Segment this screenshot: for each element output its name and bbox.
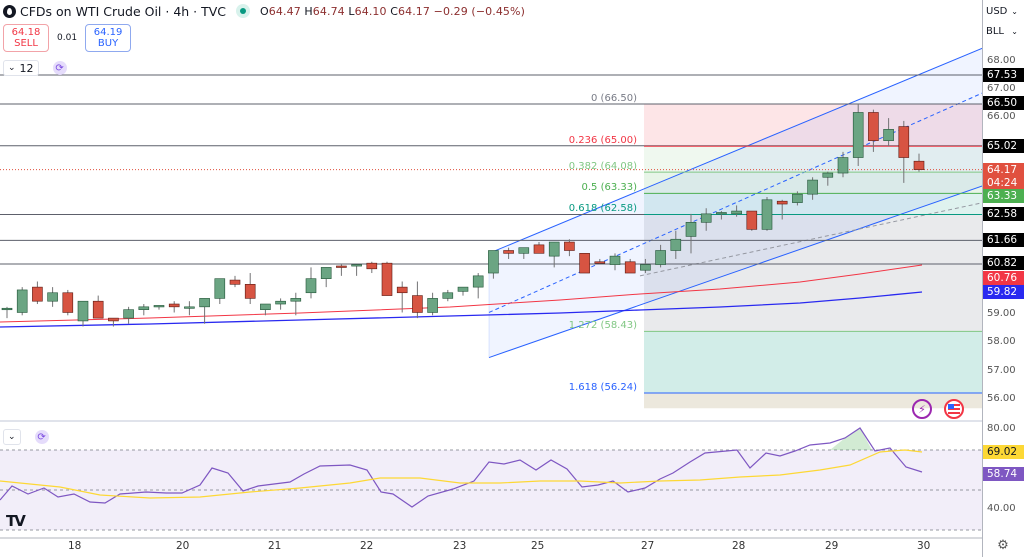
low-value: 64.10 — [354, 4, 387, 18]
price-label: 62.58 — [983, 207, 1024, 221]
date-tick: 20 — [176, 540, 190, 552]
unit-label: BLL — [986, 25, 1005, 37]
fib-level-label: 0.618 (62.58) — [568, 203, 637, 215]
buy-label: BUY — [97, 38, 119, 49]
price-label: 61.66 — [983, 233, 1024, 247]
oil-drop-icon — [3, 4, 16, 18]
symbol-header: CFDs on WTI Crude Oil · 4h · TVC O64.47 … — [0, 0, 525, 22]
change-value: −0.29 (−0.45%) — [433, 4, 525, 18]
fib-level-label: 1.272 (58.43) — [568, 320, 637, 332]
symbol-title[interactable]: CFDs on WTI Crude Oil · 4h · TVC — [20, 3, 227, 19]
lightning-icon[interactable]: ⚡ — [912, 399, 932, 419]
date-tick: 29 — [825, 540, 839, 552]
price-label: 64.17 — [983, 163, 1024, 177]
rsi-tick: 40.00 — [987, 503, 1016, 514]
us-flag-icon[interactable] — [944, 399, 964, 419]
price-tick: 66.00 — [987, 111, 1016, 123]
rsi-value-label: 58.74 — [983, 467, 1024, 481]
price-label: 67.53 — [983, 68, 1024, 82]
date-tick: 21 — [268, 540, 282, 552]
buy-price: 64.19 — [93, 27, 123, 38]
chevron-down-icon: ⌄ — [8, 63, 16, 73]
fib-level-label: 0 (66.50) — [591, 93, 637, 104]
sell-label: SELL — [14, 38, 38, 49]
price-axis-border — [982, 0, 983, 557]
close-value: 64.17 — [398, 4, 431, 18]
price-tick: 68.00 — [987, 54, 1016, 66]
high-value: 64.74 — [312, 4, 345, 18]
price-tick: 67.00 — [987, 82, 1016, 94]
ohlc-values: O64.47 H64.74 L64.10 C64.17 −0.29 (−0.45… — [260, 4, 525, 18]
price-label: 04:24 — [983, 176, 1024, 190]
fib-level-label: 0.5 (63.33) — [581, 182, 637, 194]
date-tick: 22 — [360, 540, 374, 552]
indicator-legend: ⌄ 12 ⟳ — [3, 60, 67, 76]
date-tick: 23 — [453, 540, 467, 552]
date-tick: 28 — [732, 540, 746, 552]
rsi-tick: 80.00 — [987, 423, 1016, 434]
sell-button[interactable]: 64.18 SELL — [3, 24, 49, 52]
date-tick: 30 — [917, 540, 931, 552]
rsi-pane — [0, 427, 983, 531]
rsi-legend: ⌄ ⟳ — [3, 429, 49, 445]
unit-select[interactable]: BLL ⌄ — [983, 22, 1021, 40]
sell-price: 64.18 — [11, 27, 41, 38]
chevron-down-icon: ⌄ — [1011, 6, 1018, 16]
price-tick: 59.00 — [987, 308, 1016, 320]
rsi-value-label: 69.02 — [983, 445, 1024, 459]
date-tick: 18 — [68, 540, 82, 552]
price-label: 60.76 — [983, 271, 1024, 285]
price-label: 66.50 — [983, 96, 1024, 110]
price-label: 65.02 — [983, 139, 1024, 153]
indicator-count: 12 — [19, 61, 34, 75]
rsi-legend-toggle[interactable]: ⌄ — [3, 429, 21, 445]
price-chart[interactable] — [0, 0, 983, 557]
fib-level-label: 0.382 (64.08) — [568, 161, 637, 173]
market-open-icon — [236, 4, 251, 18]
price-label: 60.82 — [983, 256, 1024, 270]
price-label: 59.82 — [983, 285, 1024, 299]
tradingview-logo[interactable]: TV — [6, 512, 26, 530]
price-tick: 57.00 — [987, 364, 1016, 376]
sync-icon[interactable]: ⟳ — [34, 430, 49, 444]
sync-icon[interactable]: ⟳ — [52, 61, 67, 75]
chevron-down-icon: ⌄ — [8, 432, 16, 442]
date-tick: 27 — [641, 540, 655, 552]
fib-level-label: 1.618 (56.24) — [568, 382, 637, 394]
moving-averages — [0, 264, 923, 328]
trade-panel: 64.18 SELL 0.01 64.19 BUY — [3, 24, 132, 52]
fib-zones — [644, 104, 983, 409]
buy-button[interactable]: 64.19 BUY — [85, 24, 132, 52]
spread-value: 0.01 — [57, 33, 78, 43]
settings-gear-icon[interactable]: ⚙ — [997, 538, 1009, 553]
chart-badges: ⚡ — [912, 399, 964, 419]
currency-select[interactable]: USD ⌄ — [983, 2, 1021, 20]
legend-toggle-button[interactable]: ⌄ 12 — [3, 60, 39, 76]
price-label: 63.33 — [983, 189, 1024, 203]
currency-label: USD — [986, 5, 1008, 17]
price-tick: 58.00 — [987, 336, 1016, 348]
chevron-down-icon: ⌄ — [1011, 26, 1018, 36]
candles — [1, 104, 925, 327]
price-tick: 56.00 — [987, 392, 1016, 404]
date-tick: 25 — [531, 540, 545, 552]
fib-level-label: 0.236 (65.00) — [568, 135, 637, 147]
open-value: 64.47 — [268, 4, 301, 18]
